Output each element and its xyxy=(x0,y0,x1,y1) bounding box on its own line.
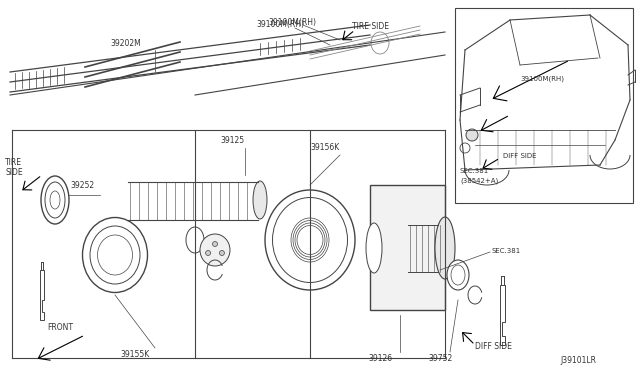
Ellipse shape xyxy=(186,227,204,253)
Text: 39156K: 39156K xyxy=(310,143,339,152)
Ellipse shape xyxy=(435,217,455,279)
Ellipse shape xyxy=(366,223,382,273)
Ellipse shape xyxy=(41,176,69,224)
Ellipse shape xyxy=(205,250,211,256)
Ellipse shape xyxy=(220,250,225,256)
Ellipse shape xyxy=(253,181,267,219)
Text: (38542+A): (38542+A) xyxy=(460,178,499,185)
Bar xyxy=(455,8,633,203)
Text: 39155K: 39155K xyxy=(120,350,149,359)
Text: TIRE SIDE: TIRE SIDE xyxy=(352,22,389,31)
Text: 39126: 39126 xyxy=(368,354,392,363)
Ellipse shape xyxy=(83,218,147,292)
Ellipse shape xyxy=(396,214,399,218)
Polygon shape xyxy=(370,185,445,310)
Ellipse shape xyxy=(396,222,399,226)
Text: SEC.381: SEC.381 xyxy=(492,248,521,254)
Text: J39101LR: J39101LR xyxy=(560,356,596,365)
Text: 39125: 39125 xyxy=(220,136,244,145)
Ellipse shape xyxy=(265,190,355,290)
Ellipse shape xyxy=(369,240,391,270)
Ellipse shape xyxy=(460,143,470,153)
Polygon shape xyxy=(500,285,505,345)
Text: DIFF SIDE: DIFF SIDE xyxy=(503,153,536,159)
Text: 39100M(RH): 39100M(RH) xyxy=(268,18,316,27)
Text: 39252: 39252 xyxy=(70,181,94,190)
Text: 39752: 39752 xyxy=(428,354,452,363)
Text: 39202M: 39202M xyxy=(110,39,141,48)
Text: SEC.381: SEC.381 xyxy=(460,168,489,174)
Polygon shape xyxy=(40,270,44,320)
Ellipse shape xyxy=(389,209,411,231)
Ellipse shape xyxy=(212,241,218,247)
Text: 39100M(RH): 39100M(RH) xyxy=(520,75,564,81)
Text: DIFF SIDE: DIFF SIDE xyxy=(475,342,512,351)
Text: TIRE
SIDE: TIRE SIDE xyxy=(5,158,22,177)
Ellipse shape xyxy=(403,218,407,222)
Ellipse shape xyxy=(200,234,230,266)
Text: FRONT: FRONT xyxy=(47,323,73,332)
Text: 39100M(RH): 39100M(RH) xyxy=(256,20,304,29)
Ellipse shape xyxy=(466,129,478,141)
Ellipse shape xyxy=(447,260,469,290)
